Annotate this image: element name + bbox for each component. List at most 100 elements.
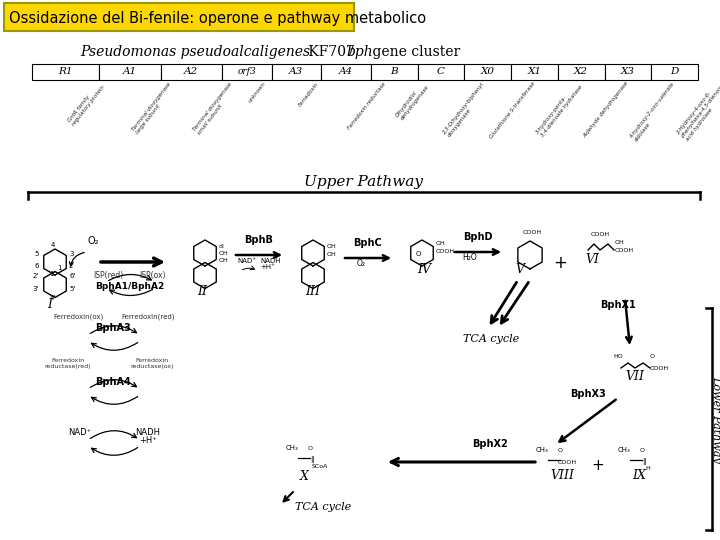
Text: X1: X1 xyxy=(528,68,541,77)
Text: 6': 6' xyxy=(69,273,76,279)
Text: 6: 6 xyxy=(35,264,39,269)
Text: TCA cycle: TCA cycle xyxy=(295,502,351,512)
Text: Ferredoxin(ox): Ferredoxin(ox) xyxy=(54,313,104,320)
Text: R1: R1 xyxy=(58,68,73,77)
Text: unknown: unknown xyxy=(248,81,267,104)
Text: +H⁺: +H⁺ xyxy=(260,264,275,270)
Text: OH: OH xyxy=(219,251,229,256)
Text: O: O xyxy=(308,446,313,451)
Text: SCoA: SCoA xyxy=(312,464,328,469)
Text: 2,3-Dihydroxy-biphenyl
dioxygenase: 2,3-Dihydroxy-biphenyl dioxygenase xyxy=(442,81,490,138)
Bar xyxy=(321,64,371,80)
Text: BphX1: BphX1 xyxy=(600,300,636,310)
Text: BphX3: BphX3 xyxy=(570,389,606,399)
Text: ISP(red): ISP(red) xyxy=(93,271,123,280)
Text: Ferredoxin: Ferredoxin xyxy=(297,81,320,107)
Text: GntR family
regulatory protein: GntR family regulatory protein xyxy=(66,81,106,127)
Text: +H⁺: +H⁺ xyxy=(139,436,157,445)
Text: Ferredoxin
reductase(ox): Ferredoxin reductase(ox) xyxy=(130,358,174,369)
Bar xyxy=(605,64,652,80)
Text: H: H xyxy=(645,466,649,471)
Text: A1: A1 xyxy=(123,68,137,77)
Text: VII: VII xyxy=(625,370,644,383)
Text: H₂O: H₂O xyxy=(462,253,477,262)
Text: NADH: NADH xyxy=(135,428,161,437)
Text: Dihydrodiol
dehydrogenase: Dihydrodiol dehydrogenase xyxy=(395,81,430,122)
Bar xyxy=(511,64,558,80)
Text: HO: HO xyxy=(613,354,623,359)
Text: BphA4: BphA4 xyxy=(95,377,131,387)
Text: V: V xyxy=(515,263,524,276)
Text: BphA1/BphA2: BphA1/BphA2 xyxy=(95,282,165,291)
Text: Lower Pathway: Lower Pathway xyxy=(711,376,720,462)
Text: CH₃: CH₃ xyxy=(618,447,631,453)
Text: B: B xyxy=(390,68,398,77)
Text: ‖: ‖ xyxy=(642,458,646,465)
Bar xyxy=(161,64,222,80)
Text: X2: X2 xyxy=(574,68,588,77)
Text: +: + xyxy=(553,254,567,272)
Text: OH: OH xyxy=(219,258,229,263)
Text: BphA3: BphA3 xyxy=(95,323,131,333)
Text: 3': 3' xyxy=(32,286,39,292)
Text: O: O xyxy=(416,251,421,257)
Text: BphB: BphB xyxy=(245,235,274,245)
Text: di: di xyxy=(219,244,225,249)
Text: 4-hydroxy-2-oxo-valerate
aldolase: 4-hydroxy-2-oxo-valerate aldolase xyxy=(629,81,680,143)
Text: Ferredoxin reductase: Ferredoxin reductase xyxy=(347,81,387,130)
Text: II: II xyxy=(197,285,207,298)
Text: 3-hydroxy-penta-
3,4-dienoate hydratase: 3-hydroxy-penta- 3,4-dienoate hydratase xyxy=(536,81,583,138)
Text: Ferredoxin
reductase(red): Ferredoxin reductase(red) xyxy=(45,358,91,369)
Text: VI: VI xyxy=(585,253,599,266)
Bar xyxy=(418,64,464,80)
Text: O₂: O₂ xyxy=(357,259,366,268)
Text: COOH: COOH xyxy=(523,230,541,235)
Bar xyxy=(4,3,354,31)
Bar xyxy=(652,64,698,80)
Bar xyxy=(222,64,271,80)
Text: Terminal dioxygenase
small subunit: Terminal dioxygenase small subunit xyxy=(192,81,238,135)
Text: 1: 1 xyxy=(57,265,61,271)
Text: IV: IV xyxy=(417,263,431,276)
Text: 3: 3 xyxy=(69,251,73,256)
Text: ISP(ox): ISP(ox) xyxy=(139,271,166,280)
Text: COOH: COOH xyxy=(615,248,634,253)
Text: Ossidazione del Bi-fenile: operone e pathway metabolico: Ossidazione del Bi-fenile: operone e pat… xyxy=(9,11,426,26)
Text: OH: OH xyxy=(436,241,446,246)
Text: OH: OH xyxy=(615,240,625,245)
Bar xyxy=(464,64,511,80)
Text: bph: bph xyxy=(346,45,373,59)
Text: Pseudomonas pseudoalcaligenes: Pseudomonas pseudoalcaligenes xyxy=(80,45,310,59)
Text: 1': 1' xyxy=(49,271,55,277)
Text: BphC: BphC xyxy=(354,238,382,248)
Text: NAD⁺: NAD⁺ xyxy=(68,428,91,437)
Text: D: D xyxy=(670,68,679,77)
Text: orf3: orf3 xyxy=(238,68,256,77)
Text: 4: 4 xyxy=(51,242,55,248)
Bar xyxy=(558,64,605,80)
Text: I: I xyxy=(48,298,53,310)
Text: Ferredoxin(red): Ferredoxin(red) xyxy=(121,313,175,320)
Text: X0: X0 xyxy=(481,68,495,77)
Text: VIII: VIII xyxy=(550,469,574,482)
Text: 5: 5 xyxy=(35,251,39,256)
Text: A2: A2 xyxy=(184,68,198,77)
Text: gene cluster: gene cluster xyxy=(368,45,460,59)
Bar xyxy=(271,64,321,80)
Text: III: III xyxy=(305,285,320,298)
Text: 2': 2' xyxy=(32,273,39,279)
Text: X: X xyxy=(300,470,309,483)
Text: 2-Hydroxy-4-oxo-6-
phenylhexa-4,5-dienoic
acid hydrolase: 2-Hydroxy-4-oxo-6- phenylhexa-4,5-dienoi… xyxy=(675,81,720,142)
Text: NAD⁺: NAD⁺ xyxy=(237,258,256,264)
Text: O: O xyxy=(650,354,655,359)
Text: O: O xyxy=(558,448,563,453)
Bar xyxy=(99,64,161,80)
Text: NADH: NADH xyxy=(260,258,281,264)
Text: COOH: COOH xyxy=(590,232,610,237)
Text: CH₃: CH₃ xyxy=(286,445,299,451)
Text: ‖: ‖ xyxy=(310,456,313,463)
Text: O₂: O₂ xyxy=(87,236,99,246)
Text: 4': 4' xyxy=(50,294,56,301)
Text: CH₃: CH₃ xyxy=(536,447,549,453)
Text: O: O xyxy=(640,448,645,453)
